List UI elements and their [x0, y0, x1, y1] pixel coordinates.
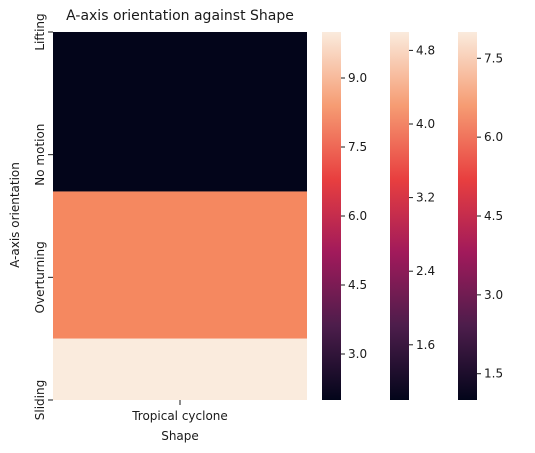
y-tick-label: Lifting — [33, 13, 47, 50]
x-tick-label: Tropical cyclone — [131, 409, 228, 423]
colorbar-tick-label: 6.0 — [484, 130, 503, 144]
colorbar-tick-label: 3.2 — [416, 191, 435, 205]
colorbar-tick-label: 4.0 — [416, 117, 435, 131]
y-axis-label: A-axis orientation — [8, 162, 22, 268]
x-axis-ticks: Tropical cyclone — [131, 400, 228, 423]
colorbar-tick-label: 6.0 — [348, 209, 367, 223]
colorbar-tick-label: 1.6 — [416, 338, 435, 352]
heatmap-cell-0 — [53, 32, 307, 192]
colorbar-tick-label: 4.5 — [484, 209, 503, 223]
colorbar-tick-label: 7.5 — [348, 140, 367, 154]
heatmap-cell-2 — [53, 338, 307, 400]
y-tick-label: Sliding — [33, 380, 47, 420]
heatmap-cells — [53, 32, 307, 400]
y-tick-label: Overturning — [33, 241, 47, 313]
colorbar-tick-label: 3.0 — [484, 288, 503, 302]
colorbar-tick-label: 4.5 — [348, 278, 367, 292]
y-tick-label: No motion — [33, 124, 47, 186]
colorbar-tick-label: 2.4 — [416, 264, 435, 278]
colorbar-tick-label: 9.0 — [348, 71, 367, 85]
colorbar-tick-label: 4.8 — [416, 43, 435, 57]
colorbars: 3.0 4.5 6.0 7.5 9.0 1.6 2.4 3.2 4.0 4.8 1.5 3.0 4.5 6… — [322, 32, 503, 400]
colorbar-tick-label: 3.0 — [348, 347, 367, 361]
colorbar-1 — [322, 32, 341, 400]
colorbar-2 — [390, 32, 409, 400]
colorbar-tick-label: 7.5 — [484, 51, 503, 65]
x-axis-label: Shape — [161, 429, 199, 443]
colorbar-tick-label: 1.5 — [484, 367, 503, 381]
heatmap-cell-1 — [53, 191, 307, 339]
colorbar-3 — [458, 32, 477, 400]
y-axis-ticks: Lifting No motion Overturning Sliding — [33, 13, 53, 420]
chart-title: A-axis orientation against Shape — [66, 8, 294, 24]
